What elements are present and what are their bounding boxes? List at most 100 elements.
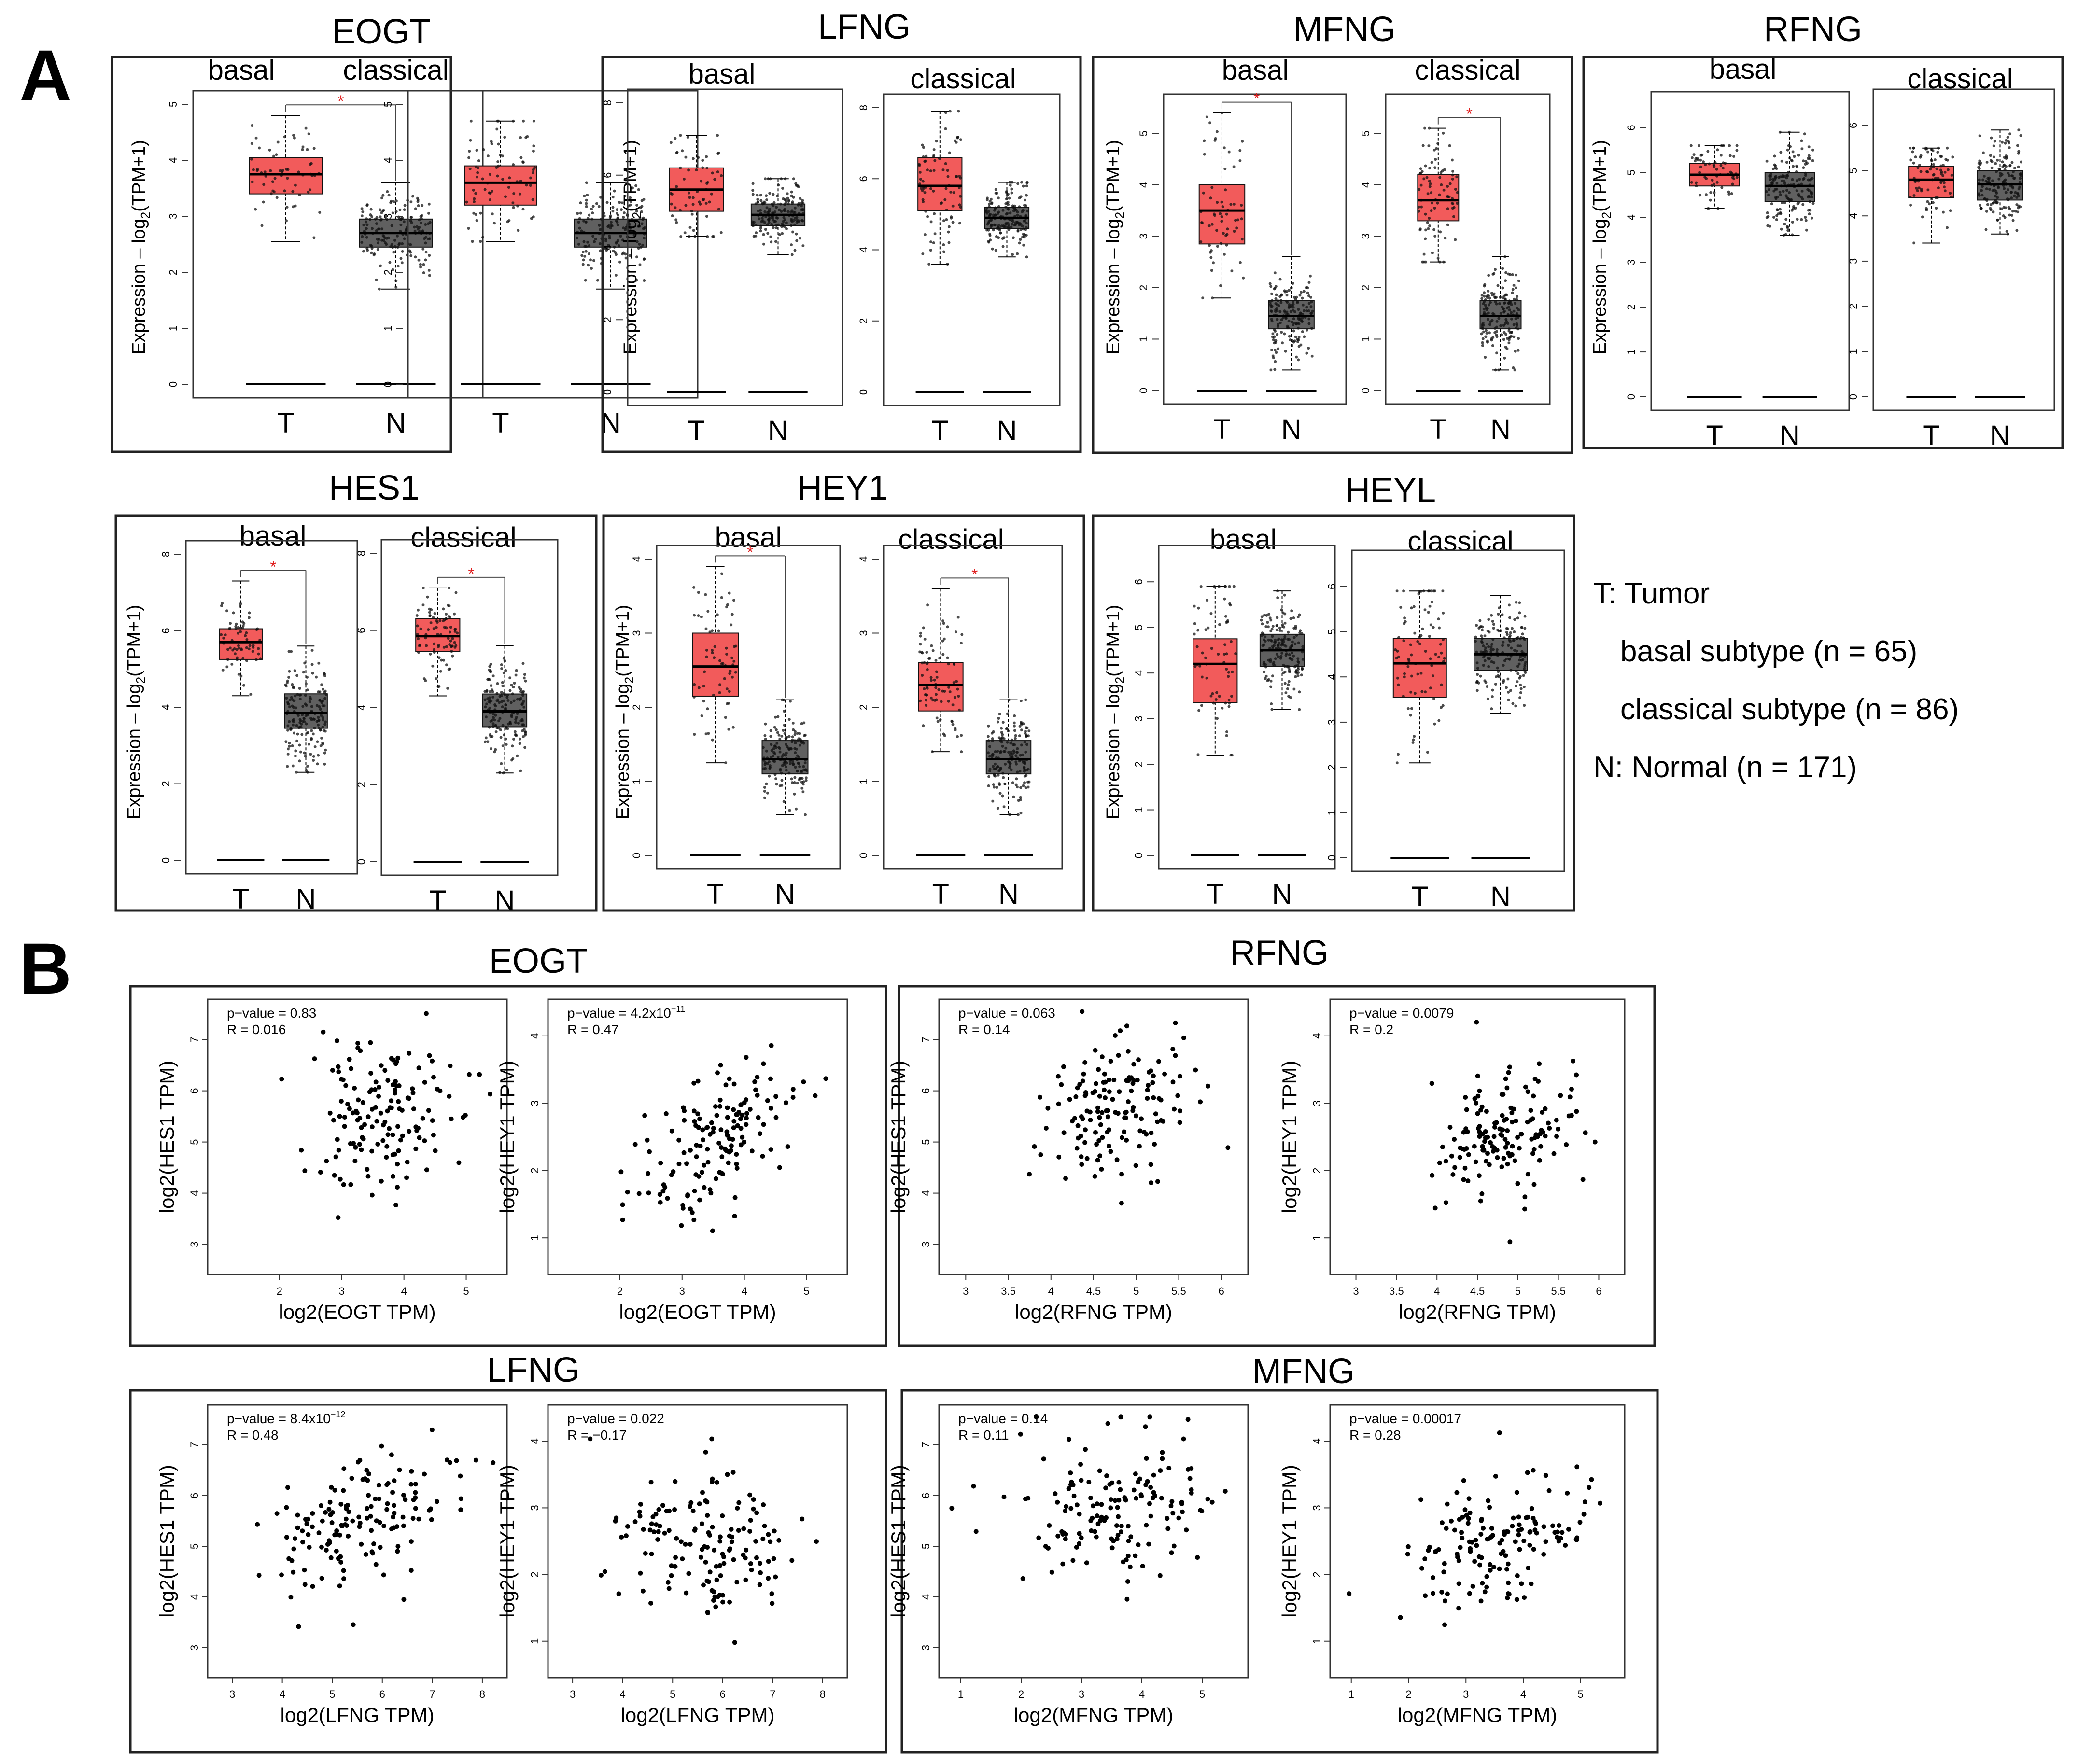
scatter-point xyxy=(730,1534,735,1540)
jitter-point xyxy=(1241,140,1244,143)
jitter-point xyxy=(919,699,922,702)
jitter-point xyxy=(1297,661,1300,664)
jitter-point xyxy=(1023,761,1026,764)
scatter-point xyxy=(649,1521,654,1526)
jitter-point xyxy=(1713,165,1716,168)
scatter-point xyxy=(448,1460,453,1465)
iqr-box xyxy=(219,628,263,660)
jitter-point xyxy=(1291,640,1294,644)
x-tick-label: 3 xyxy=(229,1688,235,1700)
jitter-point xyxy=(225,609,228,613)
jitter-point xyxy=(291,723,295,727)
jitter-point xyxy=(985,206,989,210)
jitter-point xyxy=(992,765,995,768)
scatter-point xyxy=(717,1104,723,1109)
jitter-point xyxy=(291,190,295,193)
jitter-point xyxy=(799,738,802,741)
jitter-point xyxy=(679,134,682,137)
scatter-point xyxy=(1145,1096,1150,1101)
jitter-point xyxy=(1487,665,1490,668)
jitter-point xyxy=(1790,158,1793,162)
scatter-point xyxy=(394,1059,399,1064)
jitter-point xyxy=(921,180,925,183)
scatter-point xyxy=(300,1528,305,1534)
jitter-point xyxy=(728,672,731,675)
jitter-point xyxy=(1413,692,1417,695)
box-normal xyxy=(356,182,436,385)
jitter-point xyxy=(1216,717,1219,720)
scatter-point xyxy=(701,1137,706,1143)
scatter-point xyxy=(1094,1081,1098,1086)
jitter-point xyxy=(1438,176,1442,179)
jitter-point xyxy=(1497,613,1500,616)
jitter-point xyxy=(1403,616,1406,620)
scatter-point xyxy=(768,1106,773,1111)
jitter-point xyxy=(1200,221,1203,224)
scatter-point xyxy=(291,1569,296,1575)
scatter-point xyxy=(638,1570,643,1576)
jitter-point xyxy=(785,769,788,772)
jitter-point xyxy=(520,697,522,700)
scatter-point xyxy=(688,1542,693,1547)
scatter-point xyxy=(300,1540,305,1545)
jitter-point xyxy=(1514,302,1517,305)
gene-title: HES1 xyxy=(329,469,420,507)
jitter-point xyxy=(941,639,944,643)
jitter-point xyxy=(323,697,327,700)
jitter-point xyxy=(1397,753,1400,756)
jitter-point xyxy=(756,198,759,201)
y-axis-label: log2(HEY1 TPM) xyxy=(496,1465,519,1618)
jitter-point xyxy=(760,216,764,220)
jitter-point xyxy=(1288,653,1291,656)
jitter-point xyxy=(796,754,799,757)
scatter-point xyxy=(422,1079,427,1085)
jitter-point xyxy=(953,696,956,699)
jitter-point xyxy=(1510,311,1513,314)
jitter-point xyxy=(684,204,688,207)
jitter-point xyxy=(641,243,645,247)
jitter-point xyxy=(770,240,773,244)
jitter-point xyxy=(1279,299,1283,302)
jitter-point xyxy=(1012,749,1015,753)
scatter-point xyxy=(1152,1142,1157,1147)
jitter-point xyxy=(1695,184,1698,187)
scatter-point xyxy=(616,1591,621,1596)
jitter-point xyxy=(1480,637,1484,640)
jitter-point xyxy=(730,675,734,679)
x-tick-label: 4 xyxy=(1048,1285,1054,1297)
jitter-point xyxy=(955,175,958,178)
jitter-point xyxy=(1296,326,1300,330)
jitter-point xyxy=(585,181,588,184)
scatter-point xyxy=(1061,1064,1066,1069)
scatter-point xyxy=(751,1506,756,1512)
scatter-point xyxy=(360,1100,365,1105)
jitter-point xyxy=(761,202,764,206)
scatter-point xyxy=(701,1582,706,1588)
jitter-point xyxy=(942,250,945,253)
jitter-point xyxy=(1433,166,1437,169)
jitter-point xyxy=(316,762,319,766)
jitter-point xyxy=(262,183,266,186)
jitter-point xyxy=(2002,206,2006,209)
jitter-point xyxy=(1218,623,1221,626)
scatter-point xyxy=(1061,1130,1067,1135)
scatter-point xyxy=(714,1480,719,1485)
jitter-point xyxy=(784,765,787,769)
jitter-point xyxy=(988,202,991,206)
jitter-point xyxy=(424,236,428,239)
jitter-point xyxy=(1516,680,1519,684)
jitter-point xyxy=(783,203,786,206)
jitter-point xyxy=(640,205,644,208)
y-tick-label: 1 xyxy=(1137,336,1150,342)
plot-area xyxy=(407,90,699,399)
jitter-point xyxy=(375,278,378,281)
jitter-point xyxy=(790,194,793,197)
jitter-point xyxy=(1428,126,1431,130)
jitter-point xyxy=(1783,201,1786,204)
jitter-point xyxy=(711,171,714,175)
scatter-point xyxy=(396,1148,401,1153)
jitter-point xyxy=(784,760,787,763)
jitter-point xyxy=(2017,165,2020,168)
jitter-point xyxy=(1020,728,1023,732)
jitter-point xyxy=(286,765,289,768)
